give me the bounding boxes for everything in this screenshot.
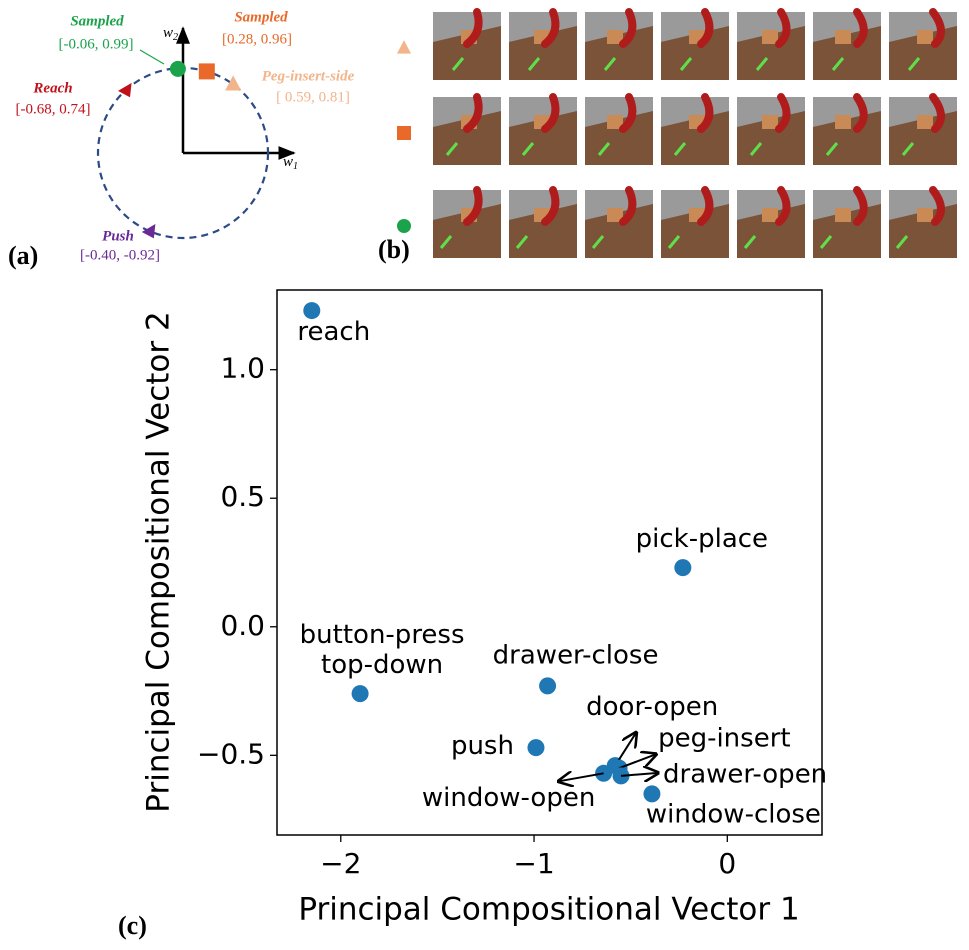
y-axis-label: Principal Compositional Vector 2 (141, 311, 177, 812)
annotation-arrow (619, 754, 656, 768)
marker (397, 219, 411, 233)
frame (661, 97, 729, 165)
frame (737, 97, 805, 165)
figure: w2 w1 (a) (b) (c) Principal Compositiona… (0, 0, 969, 946)
frame (737, 12, 805, 80)
point-label: push (451, 731, 514, 761)
marker (142, 224, 156, 238)
marker (225, 75, 241, 90)
x-tick-label: −2 (320, 847, 361, 880)
point-coords: [ 0.59, 0.81] (276, 89, 350, 105)
point-label: reach (297, 317, 370, 347)
x-axis-label: Principal Compositional Vector 1 (298, 892, 799, 928)
y-tick-label: 0.0 (220, 609, 265, 642)
marker (170, 61, 186, 77)
frame-box (835, 30, 851, 44)
y-tick-label: −0.5 (197, 737, 265, 770)
axis-sub: 2 (173, 32, 178, 43)
point (539, 677, 556, 694)
frame-box (917, 208, 933, 222)
frame-box (835, 208, 851, 222)
point-name: Peg-insert-side (262, 68, 355, 84)
axis-main: w (163, 25, 173, 41)
point-label: top-down (321, 650, 443, 680)
frame (889, 12, 957, 80)
marker (397, 126, 411, 140)
frame-box (917, 115, 933, 129)
point-name: Sampled (234, 9, 288, 25)
point-name: Reach (32, 80, 72, 96)
frame (509, 190, 577, 258)
point-name: Push (102, 228, 134, 244)
point-coords: [-0.06, 0.99] (59, 36, 134, 52)
frame (813, 190, 881, 258)
frame (585, 97, 653, 165)
marker (397, 40, 411, 53)
frame (813, 12, 881, 80)
x-tick-label: 0 (718, 847, 736, 880)
point-coords: [-0.68, 0.74] (16, 101, 91, 117)
point-coords: [-0.40, -0.92] (80, 247, 160, 263)
frame (661, 12, 729, 80)
point-label: peg-insert (658, 724, 791, 754)
frame (433, 190, 501, 258)
page: { "panel_a": { "label": "(a)", "y_axis":… (0, 0, 969, 946)
point-coords: [0.28, 0.96] (222, 31, 292, 47)
frame (889, 97, 957, 165)
leader-line (140, 50, 164, 64)
point-label: drawer-open (663, 759, 827, 789)
point-name: Sampled (70, 13, 124, 29)
panel-label: (b) (378, 235, 410, 264)
frame (585, 12, 653, 80)
y-tick-label: 1.0 (220, 352, 265, 385)
point-label: window-close (646, 799, 821, 829)
frame (433, 12, 501, 80)
point (352, 685, 369, 702)
frame (889, 190, 957, 258)
axis-main: w (283, 154, 293, 170)
point-label: pick-place (636, 524, 768, 554)
y-tick-label: 0.5 (220, 480, 265, 513)
frame-box (835, 115, 851, 129)
frame (509, 12, 577, 80)
frame (813, 97, 881, 165)
point-label: window-open (422, 783, 595, 813)
point (527, 739, 544, 756)
frame (661, 190, 729, 258)
axis-sub: 1 (293, 161, 298, 172)
panel-label: (a) (8, 241, 38, 270)
axis-label: w1 (283, 154, 298, 172)
axis-label: w2 (163, 25, 178, 43)
point (674, 559, 691, 576)
frame (509, 97, 577, 165)
point-label: door-open (586, 692, 718, 722)
point-label: button-press (300, 620, 465, 650)
x-tick-label: −1 (513, 847, 554, 880)
marker (199, 63, 215, 79)
frame (585, 190, 653, 258)
panel-label: (c) (118, 911, 147, 940)
point-label: drawer-close (493, 640, 659, 670)
frame (737, 190, 805, 258)
frame (433, 97, 501, 165)
frame-box (917, 30, 933, 44)
